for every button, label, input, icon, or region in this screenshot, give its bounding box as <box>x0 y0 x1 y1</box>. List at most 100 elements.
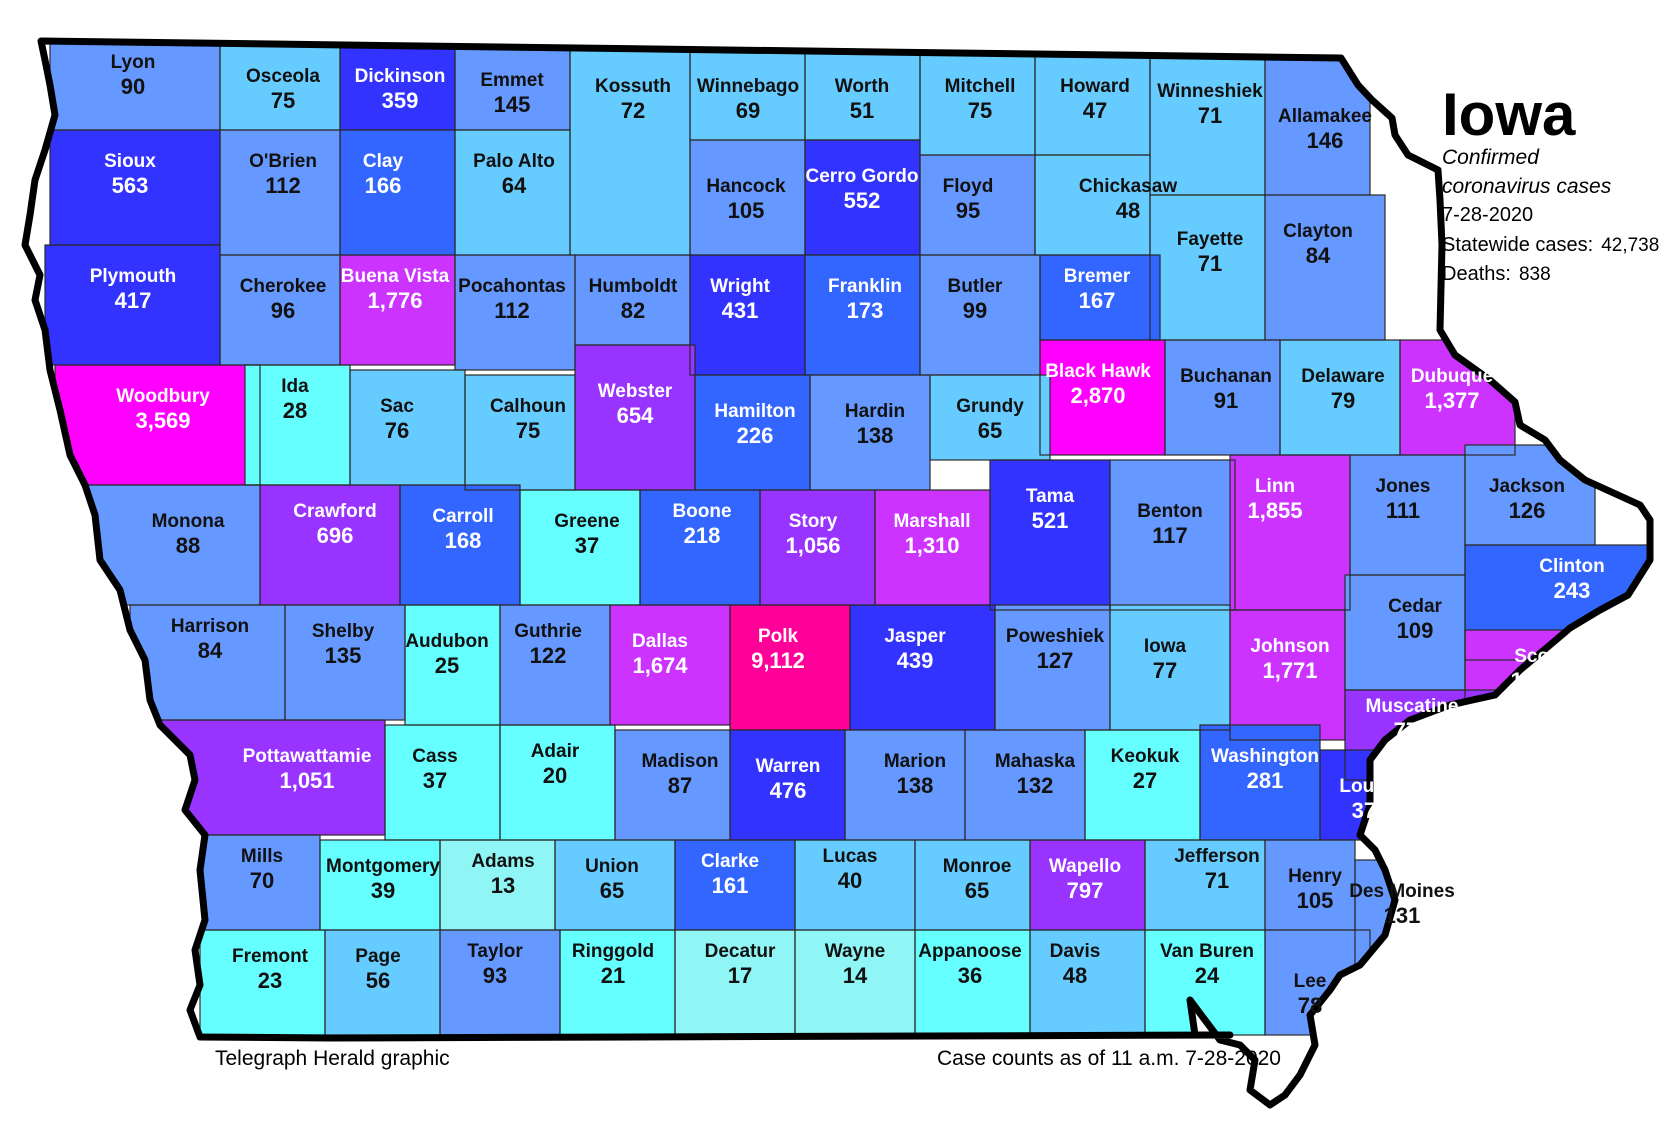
county-audubon <box>405 605 500 725</box>
county-bremer <box>1040 255 1160 340</box>
county-mahaska <box>965 730 1085 840</box>
county-cases-jasper: 439 <box>897 648 934 673</box>
deaths: Deaths: 838 <box>1442 263 1551 286</box>
county-name-union: Union <box>585 856 639 877</box>
county-calhoun <box>465 375 575 490</box>
county-name-tama: Tama <box>1026 486 1075 507</box>
county-cases-adair: 20 <box>543 763 567 788</box>
county-name-allamakee: Allamakee <box>1278 106 1372 127</box>
county-name-butler: Butler <box>948 276 1004 297</box>
county-name-jackson: Jackson <box>1489 476 1565 497</box>
county-cases-clay: 166 <box>365 173 402 198</box>
county-name-linn: Linn <box>1255 476 1295 497</box>
county-cases-calhoun: 75 <box>516 418 540 443</box>
county-name-wayne: Wayne <box>825 941 886 962</box>
county-cases-buchanan: 91 <box>1214 388 1238 413</box>
county-buchanan <box>1165 340 1280 455</box>
county-name-humboldt: Humboldt <box>589 276 678 297</box>
county-name-wapello: Wapello <box>1049 856 1121 877</box>
county-chickasaw <box>1035 155 1150 255</box>
county-name-lee: Lee <box>1294 971 1327 992</box>
county-cases-wayne: 14 <box>843 963 868 988</box>
county-name-cherokee: Cherokee <box>240 276 327 297</box>
county-sioux <box>50 130 220 245</box>
county-name-hardin: Hardin <box>845 401 905 422</box>
county-name-marshall: Marshall <box>893 511 970 532</box>
county-howard <box>1035 41 1150 155</box>
county-cases-taylor: 93 <box>483 963 507 988</box>
county-cases-sioux: 563 <box>112 173 149 198</box>
county-name-grundy: Grundy <box>956 396 1024 417</box>
county-wright <box>690 255 805 375</box>
asof-value: 11 a.m. 7-28-2020 <box>1110 1047 1281 1070</box>
county-dallas <box>610 605 730 725</box>
county-montgomery <box>320 840 440 930</box>
county-cases-o-brien: 112 <box>265 173 301 198</box>
county-cases-dallas: 1,674 <box>632 653 688 678</box>
subtitle-line-2: coronavirus cases <box>1442 175 1612 198</box>
county-cases-clarke: 161 <box>712 873 749 898</box>
county-cases-bremer: 167 <box>1079 288 1116 313</box>
county-sac <box>350 370 465 485</box>
county-pottawattamie <box>150 720 385 835</box>
county-cases-jackson: 126 <box>1509 498 1546 523</box>
county-cases-van-buren: 24 <box>1195 963 1220 988</box>
county-clayton <box>1265 195 1385 340</box>
county-name-clay: Clay <box>363 151 404 172</box>
statewide-cases-value: 42,738 <box>1601 235 1660 256</box>
county-fremont <box>200 930 325 1035</box>
county-plymouth <box>45 245 220 365</box>
county-cases-benton: 117 <box>1152 523 1188 548</box>
county-cases-dubuque: 1,377 <box>1424 388 1479 413</box>
county-fayette <box>1150 195 1265 340</box>
county-washington <box>1200 725 1320 840</box>
county-cases-allamakee: 146 <box>1307 128 1344 153</box>
county-name-palo-alto: Palo Alto <box>473 151 555 172</box>
county-cases-ida: 28 <box>283 398 307 423</box>
county-name-benton: Benton <box>1137 501 1202 522</box>
county-name-shelby: Shelby <box>312 621 375 642</box>
county-cases-keokuk: 27 <box>1133 768 1157 793</box>
county-name-keokuk: Keokuk <box>1111 746 1180 767</box>
map-title: Iowa <box>1442 81 1576 148</box>
county-cases-audubon: 25 <box>435 653 459 678</box>
county-cases-sac: 76 <box>385 418 409 443</box>
county-tama <box>990 460 1110 610</box>
county-cases-winneshiek: 71 <box>1198 103 1222 128</box>
county-boone <box>640 490 760 605</box>
county-cases-emmet: 145 <box>494 92 531 117</box>
county-cases-tama: 521 <box>1032 508 1069 533</box>
county-cases-hardin: 138 <box>857 423 894 448</box>
county-cases-madison: 87 <box>668 773 692 798</box>
county-madison <box>615 730 730 840</box>
county-jones <box>1350 455 1465 575</box>
county-cases-lyon: 90 <box>121 74 145 99</box>
county-name-osceola: Osceola <box>246 66 320 87</box>
county-cases-butler: 99 <box>963 298 987 323</box>
county-delaware <box>1280 340 1400 455</box>
case-counts-asof: Case counts as of 11 a.m. 7-28-2020 <box>937 1047 1281 1071</box>
county-name-pocahontas: Pocahontas <box>458 276 566 297</box>
county-henry <box>1265 840 1355 930</box>
county-cases-johnson: 1,771 <box>1262 658 1317 683</box>
county-cases-floyd: 95 <box>956 198 980 223</box>
county-cases-buena-vista: 1,776 <box>367 288 422 313</box>
county-name-guthrie: Guthrie <box>514 621 582 642</box>
county-ida <box>245 365 350 485</box>
county-name-franklin: Franklin <box>828 276 902 297</box>
county-fills <box>45 41 1650 1035</box>
county-name-taylor: Taylor <box>467 941 523 962</box>
county-cases-pottawattamie: 1,051 <box>279 768 334 793</box>
county-name-lyon: Lyon <box>111 52 156 73</box>
county-johnson <box>1230 610 1345 740</box>
county-cases-jones: 111 <box>1386 498 1420 523</box>
county-name-iowa: Iowa <box>1144 636 1187 657</box>
county-dickinson <box>340 41 455 130</box>
county-name-polk: Polk <box>758 626 799 647</box>
county-cases-warren: 476 <box>770 778 807 803</box>
statewide-cases: Statewide cases: 42,738 <box>1442 234 1659 257</box>
county-name-ringgold: Ringgold <box>572 941 654 962</box>
county-cases-marion: 138 <box>897 773 934 798</box>
county-name-winneshiek: Winneshiek <box>1157 81 1263 102</box>
county-cases-howard: 47 <box>1083 98 1107 123</box>
